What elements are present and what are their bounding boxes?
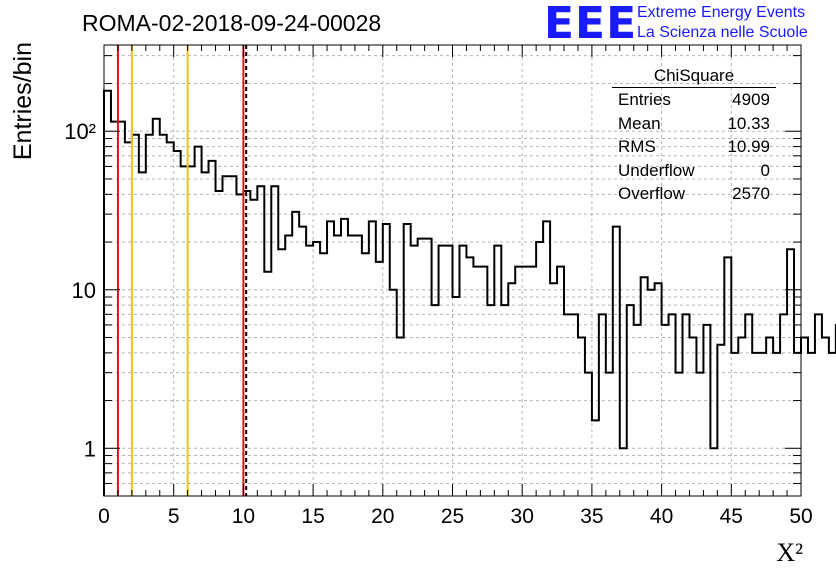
eee-logo: EEE [544,0,638,49]
stats-box: ChiSquare Entries 4909 Mean 10.33 RMS 10.99… [612,66,776,208]
stats-label: RMS [618,137,656,156]
stats-label: Overflow [618,184,686,203]
histogram-series [103,89,836,496]
x-axis-label: X² [776,538,803,567]
x-tick-label: 20 [371,505,394,528]
stats-value: 10.33 [727,113,770,133]
x-tick-label: 5 [168,505,180,528]
y-tick-label: 10² [64,119,96,144]
x-tick-label: 30 [511,505,534,528]
x-tick-label: 40 [650,505,673,528]
stats-value: 0 [760,160,770,180]
stats-row: Entries 4909 [612,90,776,114]
stats-value: 2570 [732,184,770,203]
x-tick-label: 10 [232,505,255,528]
stats-label: Mean [618,113,661,133]
x-tick-label: 0 [98,505,110,528]
y-tick-label: 10 [72,278,96,303]
stats-value: 10.99 [727,137,770,156]
x-tick-label: 45 [720,505,743,528]
x-tick-label: 35 [580,505,603,528]
x-tick-label: 50 [789,505,812,528]
stats-value: 4909 [732,90,770,109]
x-tick-label: 25 [441,505,464,528]
y-axis-label: Entries/bin [9,42,37,160]
stats-row: Mean 10.33 [612,114,776,138]
logo-line-2: La Scienza nelle Scuole [637,24,808,41]
stats-row: Overflow 2570 [612,184,776,208]
stats-name: ChiSquare [612,66,776,88]
stats-label: Underflow [618,160,695,180]
stats-label: Entries [618,90,671,109]
run-title: ROMA-02-2018-09-24-00028 [82,10,382,36]
x-tick-label: 15 [301,505,324,528]
stats-row: Underflow 0 [612,161,776,185]
logo-line-1: Extreme Energy Events [637,4,806,21]
y-tick-label: 1 [84,436,96,461]
stats-row: RMS 10.99 [612,137,776,161]
